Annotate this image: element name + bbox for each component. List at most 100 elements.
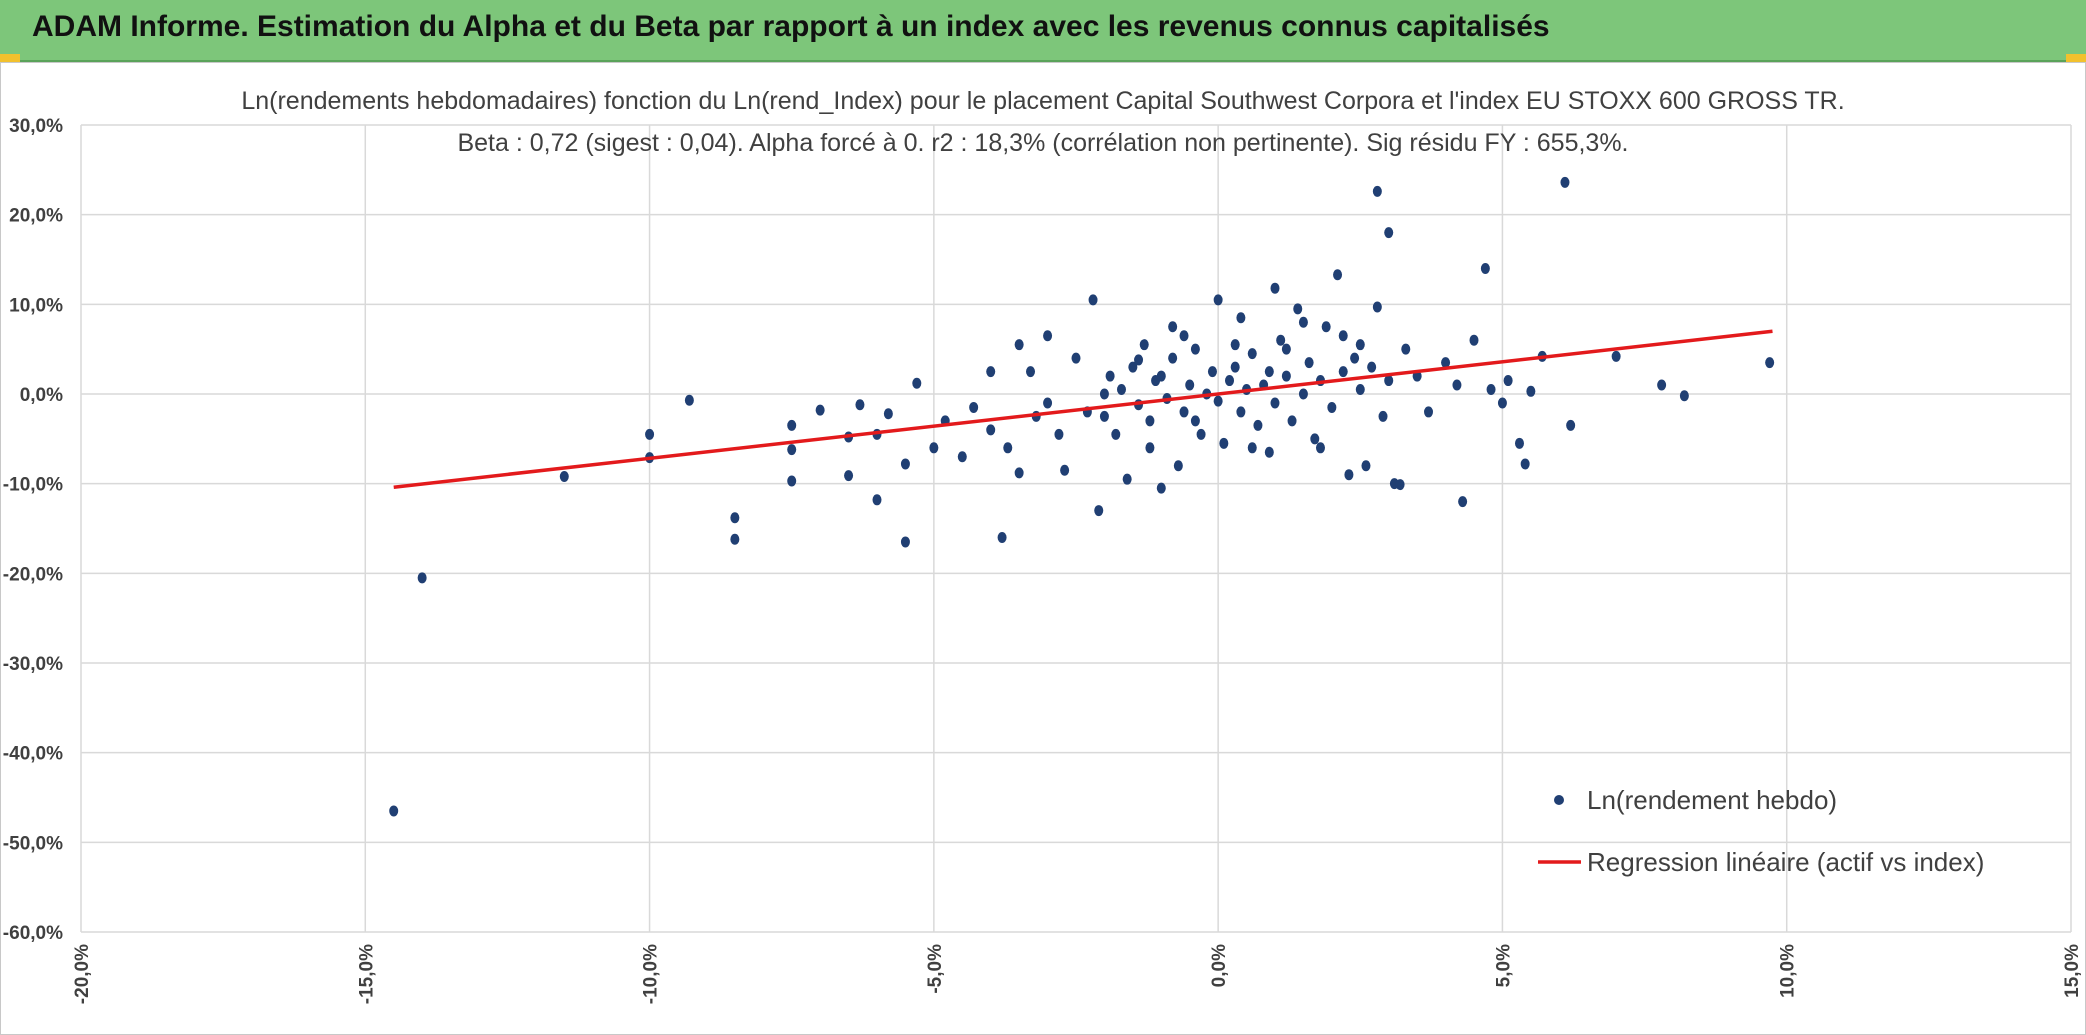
scatter-point [1099, 410, 1109, 422]
y-axis-ticks: 30,0% 20,0% 10,0% 0,0% -10,0% -20,0% -30,0% -40… [3, 116, 63, 944]
scatter-point [844, 470, 854, 482]
scatter-point [912, 377, 922, 389]
scatter-point [986, 366, 996, 378]
scatter-point [1190, 415, 1200, 427]
scatter-point [1560, 176, 1570, 188]
scatter-point [730, 533, 740, 545]
regression-line-group [393, 329, 1773, 489]
chart-title: Ln(rendements hebdomadaires) fonction du… [241, 87, 1844, 115]
y-tick-label: -20,0% [3, 564, 63, 585]
scatter-point [1287, 415, 1297, 427]
scatter-point [1094, 505, 1104, 517]
scatter-point [1168, 321, 1178, 333]
scatter-point [1327, 401, 1337, 413]
y-tick-label: -60,0% [3, 923, 63, 944]
scatter-point [1219, 437, 1229, 449]
scatter-point [1480, 262, 1490, 274]
scatter-point [730, 512, 740, 524]
scatter-point [1105, 370, 1115, 382]
scatter-point [855, 399, 865, 411]
scatter-point [559, 470, 569, 482]
scatter-point [872, 494, 882, 506]
scatter-point [1134, 354, 1144, 366]
scatter-point [1611, 350, 1621, 362]
scatter-point [815, 404, 825, 416]
scatter-point [1071, 352, 1081, 364]
scatter-point [1361, 460, 1371, 472]
scatter-point [1486, 384, 1496, 396]
scatter-point [1526, 385, 1536, 397]
scatter-point [1514, 437, 1524, 449]
x-tick-label: -15,0% [356, 944, 377, 1004]
scatter-point [1247, 348, 1257, 360]
scatter-point [1168, 352, 1178, 364]
scatter-point [787, 475, 797, 487]
scatter-point [900, 458, 910, 470]
scatter-point [1088, 294, 1098, 306]
scatter-point [1350, 352, 1360, 364]
scatter-points [389, 176, 1775, 817]
scatter-point [1315, 442, 1325, 454]
scatter-point [1458, 496, 1468, 508]
scatter-point [1355, 339, 1365, 351]
scatter-point [1190, 343, 1200, 355]
scatter-point [1230, 361, 1240, 373]
scatter-point [1099, 388, 1109, 400]
scatter-point [787, 444, 797, 456]
x-axis-ticks: -20,0% -15,0% -10,0% -5,0% 0,0% 5,0% 10,0% 15,0… [72, 944, 2083, 1004]
x-tick-label: -10,0% [641, 944, 662, 1004]
chart-area: Ln(rendements hebdomadaires) fonction du… [0, 62, 2086, 1035]
chart-subtitle: Beta : 0,72 (sigest : 0,04). Alpha forcé… [457, 129, 1628, 157]
scatter-point [883, 408, 893, 420]
scatter-point [1497, 397, 1507, 409]
scatter-point [1452, 379, 1462, 391]
scatter-point [1367, 361, 1377, 373]
scatter-point [1236, 406, 1246, 418]
scatter-point [1298, 316, 1308, 328]
scatter-point [1657, 379, 1667, 391]
grid-lines [80, 124, 2072, 933]
scatter-point [1293, 303, 1303, 315]
scatter-point [1281, 370, 1291, 382]
scatter-point [1213, 294, 1223, 306]
scatter-point [1264, 366, 1274, 378]
chart-legend: Ln(rendement hebdo) Regression linéaire … [1538, 785, 1984, 877]
scatter-point [1503, 375, 1513, 387]
scatter-point [1441, 357, 1451, 369]
scatter-point [1156, 482, 1166, 494]
scatter-point [1378, 410, 1388, 422]
y-tick-label: 10,0% [9, 295, 63, 316]
scatter-point [1060, 464, 1070, 476]
scatter-point [1145, 442, 1155, 454]
scatter-point [1338, 330, 1348, 342]
scatter-point [1372, 185, 1382, 197]
scatter-point [1014, 467, 1024, 479]
legend-label-regression: Regression linéaire (actif vs index) [1587, 847, 1984, 877]
scatter-chart: Ln(rendements hebdomadaires) fonction du… [3, 87, 2083, 1004]
scatter-point [1310, 433, 1320, 445]
scatter-point [1111, 428, 1121, 440]
scatter-point [1270, 282, 1280, 294]
scatter-point [1270, 397, 1280, 409]
x-tick-label: 5,0% [1493, 944, 1514, 987]
scatter-point [997, 531, 1007, 543]
scatter-point [1566, 419, 1576, 431]
scatter-point [1173, 460, 1183, 472]
scatter-point [1321, 321, 1331, 333]
scatter-point [1253, 419, 1263, 431]
scatter-point [1333, 269, 1343, 281]
y-tick-label: 0,0% [20, 385, 63, 406]
report-title: ADAM Informe. Estimation du Alpha et du … [32, 10, 1550, 43]
corner-marker-right [2066, 54, 2086, 62]
regression-line [393, 329, 1773, 489]
scatter-point [1304, 357, 1314, 369]
scatter-point [417, 572, 427, 584]
scatter-point [1276, 334, 1286, 346]
scatter-point [1520, 458, 1530, 470]
y-tick-label: 30,0% [9, 116, 63, 137]
scatter-point [1043, 330, 1053, 342]
scatter-point [1424, 406, 1434, 418]
y-tick-label: 20,0% [9, 206, 63, 227]
scatter-point [1196, 428, 1206, 440]
